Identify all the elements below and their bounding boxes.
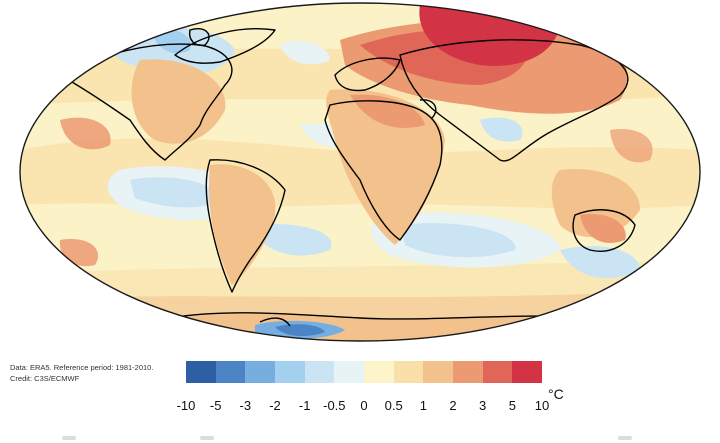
color-swatch <box>215 361 246 383</box>
scale-unit: °C <box>548 386 564 402</box>
credit-note: Credit: C3S/ECMWF <box>10 374 80 383</box>
color-swatch <box>304 361 335 383</box>
color-scale <box>186 361 543 383</box>
color-swatch <box>334 361 365 383</box>
scale-tick-label: 0.5 <box>384 398 403 413</box>
scale-tick-label: 1 <box>419 398 427 413</box>
scale-tick-label: 2 <box>449 398 457 413</box>
scale-tick-label: 5 <box>508 398 516 413</box>
color-swatch <box>423 361 454 383</box>
bottom-control-mark <box>62 436 76 440</box>
color-swatch <box>453 361 483 383</box>
color-swatch <box>512 361 543 383</box>
color-swatch <box>393 361 424 383</box>
scale-tick-label: -1 <box>298 398 311 413</box>
color-scale-bar <box>186 361 543 383</box>
scale-tick-label: -0.5 <box>323 398 346 413</box>
scale-tick-label: -3 <box>239 398 252 413</box>
scale-tick-label: 0 <box>360 398 368 413</box>
color-swatch <box>245 361 276 383</box>
color-swatch <box>482 361 513 383</box>
globe-outline <box>19 2 701 342</box>
scale-tick-label: -5 <box>209 398 222 413</box>
color-swatch <box>275 361 305 383</box>
data-source-note: Data: ERA5. Reference period: 1981-2010. <box>10 363 154 372</box>
bottom-control-mark <box>618 436 632 440</box>
scale-tick-label: 10 <box>534 398 550 413</box>
scale-tick-label: -10 <box>176 398 196 413</box>
scale-tick-label: -2 <box>269 398 281 413</box>
color-swatch <box>186 361 216 383</box>
scale-tick-label: 3 <box>479 398 487 413</box>
color-swatch <box>364 361 394 383</box>
anomaly-field <box>20 3 700 341</box>
bottom-control-mark <box>200 436 214 440</box>
